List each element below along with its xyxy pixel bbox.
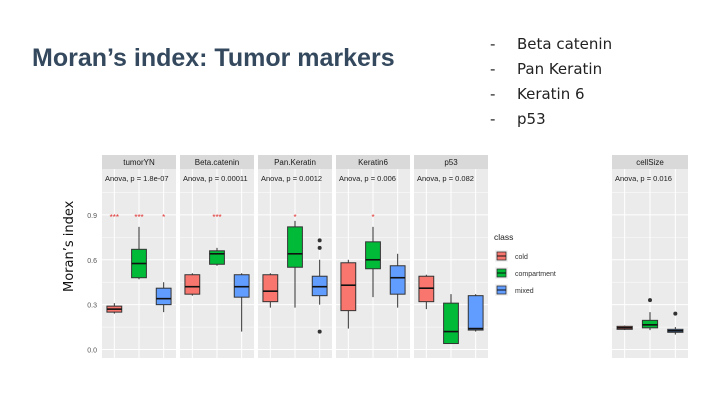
facet-title: Keratin6 xyxy=(358,158,388,167)
slide-title: Moran’s index: Tumor markers xyxy=(32,44,395,72)
box-cold xyxy=(340,262,357,312)
bullet-dash: - xyxy=(490,35,496,53)
facet-panel: Pan.Keratin Anova, p = 0.0012 * xyxy=(258,155,332,358)
legend: class cold compartment mixed xyxy=(494,232,556,296)
facet-strip xyxy=(180,155,254,169)
facet-title: p53 xyxy=(444,158,458,167)
box-compartment xyxy=(287,226,303,268)
facet-strip xyxy=(612,155,688,169)
facet-strip xyxy=(336,155,410,169)
outlier-point xyxy=(317,329,322,334)
significance-stars: * xyxy=(293,213,296,222)
marker-list: - Beta catenin - Pan Keratin - Keratin 6 - p… xyxy=(490,32,612,132)
y-tick-label: 0.6 xyxy=(87,258,97,265)
marker-label: Pan Keratin xyxy=(517,60,603,78)
box-mixed xyxy=(155,287,172,306)
facet-strip xyxy=(102,155,176,169)
facet-panel: Keratin6 Anova, p = 0.006 * xyxy=(336,155,410,358)
bullet-dash: - xyxy=(490,60,496,78)
significance-stars: *** xyxy=(134,213,143,222)
outlier-point xyxy=(648,298,652,303)
box-mixed xyxy=(467,295,484,331)
facet-strip xyxy=(414,155,488,169)
legend-label: compartment xyxy=(515,271,556,278)
y-tick-label: 0.0 xyxy=(87,348,97,355)
marker-label: p53 xyxy=(517,110,546,128)
anova-label: Anova, p = 0.006 xyxy=(339,174,396,183)
facet-title: tumorYN xyxy=(123,158,155,167)
facet-panel: cellSize Anova, p = 0.016 xyxy=(612,155,688,358)
marker-list-item: - Pan Keratin xyxy=(490,57,612,82)
anova-label: Anova, p = 1.8e-07 xyxy=(105,174,169,183)
legend-label: cold xyxy=(515,254,528,261)
bullet-dash: - xyxy=(490,110,496,128)
significance-stars: * xyxy=(371,213,374,222)
y-tick-label: 0.9 xyxy=(87,213,97,220)
legend-title: class xyxy=(494,232,513,242)
facet-panel: p53 Anova, p = 0.082 xyxy=(414,155,488,358)
marker-list-item: - p53 xyxy=(490,107,612,132)
anova-label: Anova, p = 0.016 xyxy=(615,174,672,183)
anova-label: Anova, p = 0.00011 xyxy=(183,174,248,183)
marker-label: Beta catenin xyxy=(517,35,613,53)
significance-stars: *** xyxy=(212,213,221,222)
box-mixed xyxy=(389,265,406,295)
facet-title: Beta.catenin xyxy=(195,158,239,167)
box-compartment xyxy=(443,302,459,345)
marker-label: Keratin 6 xyxy=(517,85,585,103)
facet-title: Pan.Keratin xyxy=(274,158,316,167)
outlier-point xyxy=(317,245,322,250)
anova-label: Anova, p = 0.082 xyxy=(417,174,474,183)
facet-strip xyxy=(258,155,332,169)
significance-stars: *** xyxy=(110,213,119,222)
significance-stars: * xyxy=(162,213,165,222)
facet-panel: Beta.catenin Anova, p = 0.00011 *** xyxy=(180,155,254,358)
marker-list-item: - Keratin 6 xyxy=(490,82,612,107)
box-compartment xyxy=(209,250,225,265)
box-compartment xyxy=(365,241,381,270)
outlier-point xyxy=(317,238,322,243)
marker-list-item: - Beta catenin xyxy=(490,32,612,57)
facet-title: cellSize xyxy=(636,158,664,167)
bullet-dash: - xyxy=(490,85,496,103)
legend-label: mixed xyxy=(515,288,534,295)
anova-label: Anova, p = 0.0012 xyxy=(261,174,322,183)
outlier-point xyxy=(673,311,678,316)
box-cold xyxy=(262,274,279,303)
y-tick-label: 0.3 xyxy=(87,303,97,310)
box-cold xyxy=(184,274,201,295)
